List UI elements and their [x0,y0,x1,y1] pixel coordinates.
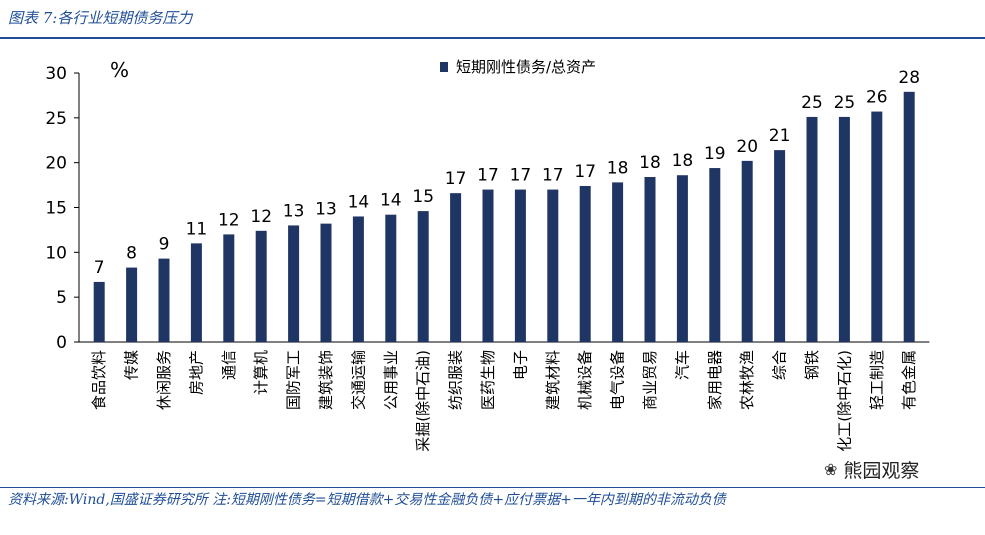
category-label: 综合 [771,350,789,380]
data-label: 18 [607,158,629,178]
bar [158,258,170,342]
category-label: 医药生物 [479,350,497,410]
bar [903,91,915,342]
bar [482,189,494,342]
bar [352,216,364,342]
category-label: 建筑材料 [544,350,562,410]
category-label: 纺织服装 [447,350,465,410]
data-label: 14 [348,192,370,212]
category-label: 化工(除中石化) [835,350,853,452]
y-tick-label: 0 [56,333,67,353]
bar [288,225,300,342]
bar [741,160,753,342]
bar [612,182,624,342]
bar [579,185,591,342]
data-label: 17 [445,169,467,189]
bar [320,223,332,342]
bar [644,177,656,342]
category-label: 有色金属 [900,350,918,410]
category-label: 传媒 [123,350,141,380]
bar [806,116,818,342]
data-label: 18 [672,151,694,171]
data-label: 17 [510,166,532,186]
y-tick-label: 25 [45,109,67,129]
category-label: 建筑装饰 [317,350,335,410]
bar [871,111,883,342]
figure-title: 图表 7:各行业短期债务压力 [8,9,193,27]
watermark: ❀ 熊园观察 [820,456,924,483]
data-label: 13 [315,200,337,220]
category-label: 国防军工 [285,350,303,410]
category-label: 计算机 [252,350,270,395]
data-label: 15 [412,187,434,207]
bar [385,214,397,342]
category-label: 机械设备 [576,350,594,410]
bottom-divider [0,487,985,488]
data-label: 14 [380,191,402,211]
bar [417,211,429,342]
data-label: 21 [769,126,791,146]
bar [774,150,786,342]
data-label: 12 [218,210,240,230]
category-label: 休闲服务 [155,350,173,410]
bar [547,189,559,342]
category-label: 电子 [511,350,529,380]
bar [126,267,138,342]
data-label: 20 [736,137,758,157]
data-label: 26 [866,88,888,108]
watermark-label: 熊园观察 [843,460,920,482]
bar [223,234,235,342]
bar [514,189,526,342]
source-note: 资料来源:Wind,国盛证券研究所 注:短期刚性债务=短期借款+交易性金融负债+… [8,492,726,508]
bar [93,281,105,342]
category-label: 家用电器 [706,350,724,410]
data-label: 12 [250,207,272,227]
bar [190,243,202,342]
category-label: 房地产 [187,350,205,395]
legend-swatch [440,61,448,72]
data-label: 8 [126,244,137,264]
category-label: 钢铁 [803,350,821,380]
data-label: 25 [834,93,856,113]
data-label: 19 [704,144,726,164]
data-label: 18 [639,153,661,173]
top-divider [0,37,985,39]
bar-chart: 0 5 10 15 20 25 30 7 食品饮料 8 传媒 9 休闲服务 11 房地产 12 通信 12 计算机 1… [45,64,930,452]
category-label: 轻工制造 [868,350,886,410]
data-label: 9 [159,235,170,255]
category-label: 采掘(除中石油) [414,350,432,452]
data-label: 17 [477,166,499,186]
bar [450,193,462,342]
data-label: 13 [283,201,305,221]
bar [676,175,688,342]
data-label: 17 [574,162,596,182]
category-label: 汽车 [673,350,691,380]
data-label: 25 [801,93,823,113]
y-tick-label: 20 [45,154,67,174]
wechat-icon: ❀ [824,460,838,479]
category-label: 交通运输 [349,350,367,410]
category-label: 电气设备 [609,350,627,410]
y-tick-label: 15 [45,199,67,219]
chart-legend: 短期刚性债务/总资产 [440,56,596,77]
category-label: 食品饮料 [90,350,108,410]
y-tick-label: 10 [45,243,67,263]
data-label: 28 [898,68,920,88]
bar [709,168,721,342]
data-label: 11 [186,219,208,239]
category-label: 通信 [220,350,238,380]
legend-label: 短期刚性债务/总资产 [456,58,597,76]
y-tick-label: 30 [45,64,67,84]
y-tick-label: 5 [56,288,67,308]
bar [838,116,850,342]
category-label: 商业贸易 [641,350,659,410]
bar [255,230,267,342]
y-unit-label: % [110,58,130,82]
category-label: 农林牧渔 [738,350,756,410]
data-label: 17 [542,166,564,186]
data-label: 7 [94,258,105,278]
category-label: 公用事业 [382,350,400,410]
